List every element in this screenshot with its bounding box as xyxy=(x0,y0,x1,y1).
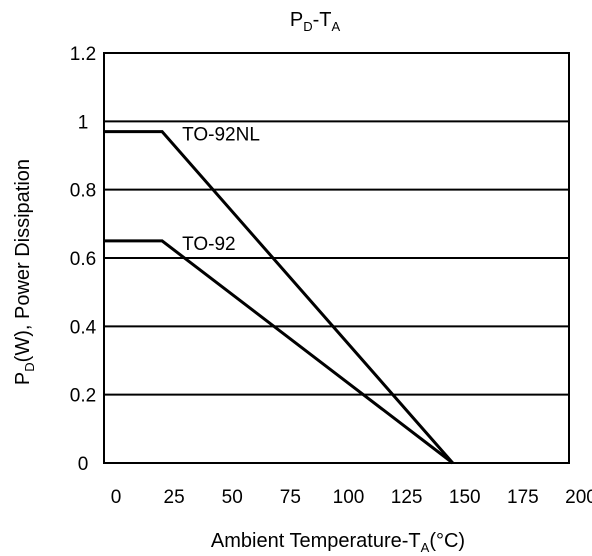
x-tick-label: 125 xyxy=(391,487,423,508)
y-tick-label: 0.8 xyxy=(70,181,96,202)
x-tick-labels: 0 25 50 75 100 125 150 175 200 xyxy=(111,487,592,508)
x-tick-label: 200 xyxy=(565,487,592,508)
y-tick-label: 1 xyxy=(78,112,89,133)
plot-frame xyxy=(103,52,570,464)
y-tick-label: 0.6 xyxy=(70,249,96,270)
series-label-to-92nl: TO-92NL xyxy=(182,125,260,146)
y-tick-label: 0 xyxy=(78,454,89,475)
y-axis-title: PD(W), Power Dissipation xyxy=(12,159,37,385)
x-tick-label: 175 xyxy=(507,487,539,508)
y-tick-label: 0.4 xyxy=(70,317,97,338)
x-tick-label: 150 xyxy=(449,487,481,508)
y-tick-label: 1.2 xyxy=(70,44,96,65)
chart-title: PD-TA xyxy=(290,9,341,34)
series-line-to-92nl xyxy=(104,130,454,464)
x-axis-title: Ambient Temperature-TA(°C) xyxy=(211,530,465,555)
y-tick-labels: 0 0.2 0.4 0.6 0.8 1 1.2 xyxy=(70,44,97,475)
x-tick-label: 25 xyxy=(164,487,185,508)
series-line-to-92 xyxy=(104,239,454,465)
series-layer: TO-92NL TO-92 xyxy=(104,125,454,465)
x-tick-label: 0 xyxy=(111,487,122,508)
series-label-to-92: TO-92 xyxy=(182,234,236,255)
x-tick-label: 75 xyxy=(280,487,301,508)
x-tick-label: 50 xyxy=(222,487,243,508)
x-tick-label: 100 xyxy=(333,487,365,508)
grid-lines xyxy=(104,120,569,396)
y-tick-label: 0.2 xyxy=(70,386,96,407)
